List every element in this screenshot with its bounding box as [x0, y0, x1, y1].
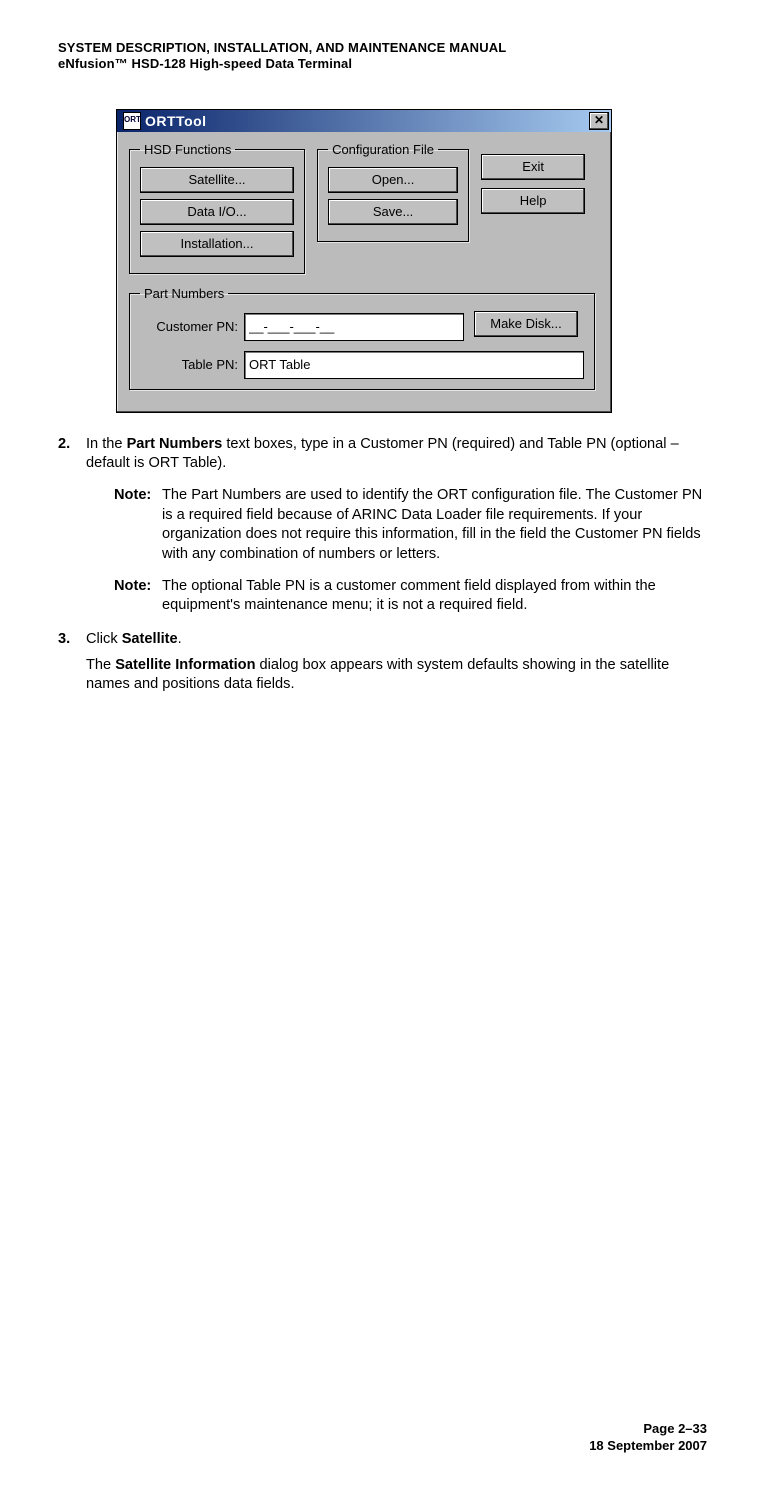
open-button[interactable]: Open...	[328, 167, 458, 193]
step3-after: The Satellite Information dialog box app…	[86, 656, 707, 695]
orttool-dialog: ORT ORTTool ✕ HSD Functions Satellite...…	[116, 109, 612, 413]
step3-text-a: Click	[86, 631, 122, 647]
step-3: Click Satellite. The Satellite Informati…	[58, 630, 707, 695]
app-icon: ORT	[123, 112, 141, 130]
header-line2: eNfusion™ HSD-128 High-speed Data Termin…	[58, 56, 352, 71]
header-line1: SYSTEM DESCRIPTION, INSTALLATION, AND MA…	[58, 40, 506, 55]
help-button[interactable]: Help	[481, 188, 585, 214]
note-2: Note: The optional Table PN is a custome…	[86, 577, 707, 616]
step3-text-b: .	[178, 631, 182, 647]
save-button[interactable]: Save...	[328, 199, 458, 225]
instruction-list: In the Part Numbers text boxes, type in …	[58, 435, 707, 696]
close-icon[interactable]: ✕	[589, 112, 609, 130]
group-hsd-functions: HSD Functions Satellite... Data I/O... I…	[129, 142, 305, 274]
exit-button[interactable]: Exit	[481, 154, 585, 180]
after-bold: Satellite Information	[115, 657, 255, 673]
group-config-file: Configuration File Open... Save...	[317, 142, 469, 242]
note1-text: The Part Numbers are used to identify th…	[162, 487, 702, 562]
footer-date: 18 September 2007	[589, 1438, 707, 1453]
dialog-title: ORTTool	[145, 113, 589, 129]
after-text-a: The	[86, 657, 115, 673]
data-io-button[interactable]: Data I/O...	[140, 199, 294, 225]
page-footer: Page 2–33 18 September 2007	[589, 1421, 707, 1455]
footer-page: Page 2–33	[643, 1421, 707, 1436]
manual-header: SYSTEM DESCRIPTION, INSTALLATION, AND MA…	[58, 40, 707, 73]
customer-pn-input[interactable]	[244, 313, 464, 341]
note1-label: Note:	[114, 486, 151, 506]
step2-bold: Part Numbers	[127, 436, 223, 452]
note-1: Note: The Part Numbers are used to ident…	[86, 486, 707, 565]
note2-label: Note:	[114, 577, 151, 597]
dialog-titlebar: ORT ORTTool ✕	[117, 110, 611, 132]
step2-text-a: In the	[86, 436, 127, 452]
make-disk-button[interactable]: Make Disk...	[474, 311, 578, 337]
step3-bold: Satellite	[122, 631, 178, 647]
table-pn-input[interactable]	[244, 351, 584, 379]
note2-text: The optional Table PN is a customer comm…	[162, 578, 656, 614]
group-part-numbers: Part Numbers Customer PN: Make Disk... T…	[129, 286, 595, 390]
customer-pn-label: Customer PN:	[140, 319, 244, 334]
legend-cfg: Configuration File	[328, 142, 438, 157]
table-pn-row: Table PN:	[140, 351, 584, 379]
installation-button[interactable]: Installation...	[140, 231, 294, 257]
step-2: In the Part Numbers text boxes, type in …	[58, 435, 707, 617]
side-buttons: Exit Help	[481, 142, 585, 222]
legend-hsd: HSD Functions	[140, 142, 235, 157]
legend-pn: Part Numbers	[140, 286, 228, 301]
table-pn-label: Table PN:	[140, 357, 244, 372]
dialog-body: HSD Functions Satellite... Data I/O... I…	[117, 132, 611, 412]
satellite-button[interactable]: Satellite...	[140, 167, 294, 193]
customer-pn-row: Customer PN: Make Disk...	[140, 311, 584, 343]
